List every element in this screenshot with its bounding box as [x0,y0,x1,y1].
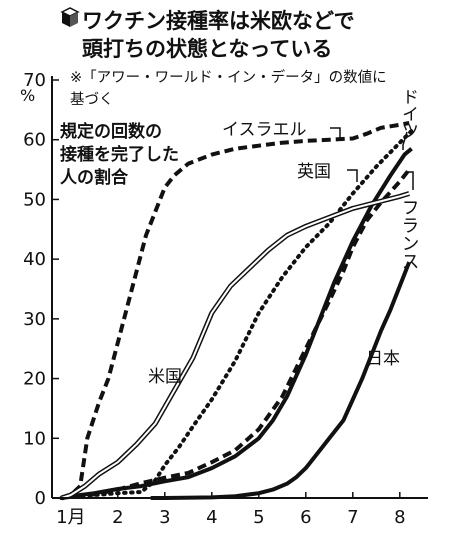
x-tick-label: 2 [112,507,123,528]
leader-line [330,127,341,140]
series-line-5 [150,261,412,500]
description-line-2: 接種を完了した [60,144,179,165]
note-line-2: 基づく [70,91,114,108]
x-tick-label: 5 [253,507,264,528]
series-line-3 [61,168,411,500]
x-tick-label: 4 [206,507,217,528]
series-label: 英国 [297,162,331,182]
leader-line [402,131,408,150]
series-label: フランス [399,198,420,270]
series-line-1 [61,147,413,500]
leader-line [407,171,414,190]
cube-icon [60,7,80,27]
x-tick-label: 3 [159,507,170,528]
chart-title-line-1: ワクチン接種率は米欧などで [82,9,355,33]
y-tick-label: 0 [35,488,46,509]
x-tick-label: 7 [347,507,358,528]
series-line-2 [59,128,414,500]
y-tick-label: 30 [23,309,46,330]
y-tick-label: 10 [23,428,46,449]
series-line-0 [60,121,410,500]
series-label: イスラエル [222,120,307,140]
series-line-4 [60,191,410,501]
leader-line [347,169,358,182]
series-label: ドイツ [398,88,418,139]
y-tick-label: 70 [23,70,46,91]
y-tick-label: 20 [23,369,46,390]
y-tick-label: 50 [23,189,46,210]
x-tick-label: 6 [300,507,311,528]
series-label: 米国 [148,367,182,387]
chart-title-line-2: 頭打ちの状態となっている [82,37,332,61]
x-tick-label: 1月 [56,507,85,528]
y-tick-label: 60 [23,130,46,151]
note-line-1: ※「アワー・ワールド・イン・データ」の数値に [70,68,387,86]
description-line-3: 人の割合 [60,167,129,188]
description-line-1: 規定の回数の [60,121,162,142]
series-label: 日本 [366,349,400,369]
y-unit-label: % [20,86,35,105]
x-tick-label: 8 [394,507,405,528]
y-tick-label: 40 [23,249,46,270]
